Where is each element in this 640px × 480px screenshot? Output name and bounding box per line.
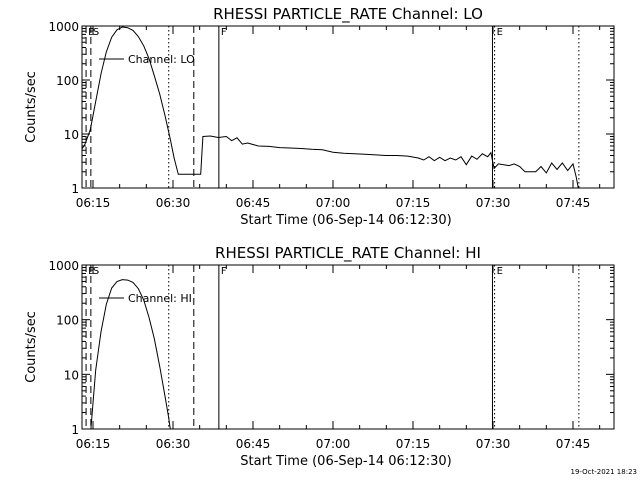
- x-tick-label: 07:15: [396, 437, 431, 451]
- x-tick-label: 06:15: [76, 437, 111, 451]
- y-tick-label: 1000: [48, 20, 79, 34]
- x-tick-label: 07:15: [396, 196, 431, 210]
- y-tick-label: 1000: [48, 259, 79, 273]
- event-marker-label: S: [93, 266, 99, 277]
- x-axis-label: Start Time (06-Sep-14 06:12:30): [240, 213, 451, 228]
- event-marker-label: S: [93, 27, 99, 38]
- chart-panel-1: RHESSI PARTICLE_RATE Channel: LO Counts/s…: [24, 5, 615, 228]
- y-tick-label: 10: [64, 128, 79, 142]
- chart-title: RHESSI PARTICLE_RATE Channel: HI: [215, 244, 481, 263]
- plot-frame: [81, 264, 615, 430]
- legend-label: Channel: HI: [128, 292, 192, 305]
- x-tick-label: 07:45: [556, 437, 591, 451]
- event-marker-label: E: [497, 266, 503, 277]
- y-tick-label: 100: [56, 314, 79, 328]
- x-tick-label: 07:00: [316, 196, 351, 210]
- x-tick-label: 06:30: [156, 437, 191, 451]
- plot-frame: [81, 25, 615, 189]
- y-axis-label: Counts/sec: [24, 311, 39, 383]
- series-line: [90, 279, 171, 429]
- chart-panel-2: RHESSI PARTICLE_RATE Channel: HI Counts/s…: [24, 244, 615, 469]
- y-tick-label: 1: [71, 423, 79, 437]
- x-tick-label: 06:45: [236, 437, 271, 451]
- event-marker-label: E: [497, 27, 503, 38]
- x-tick-label: 07:30: [476, 437, 511, 451]
- series-line: [82, 26, 579, 188]
- footer-timestamp: 19-Oct-2021 18:23: [571, 468, 637, 476]
- x-tick-label: 07:00: [316, 437, 351, 451]
- x-axis-label: Start Time (06-Sep-14 06:12:30): [240, 454, 451, 469]
- y-tick-label: 10: [64, 368, 79, 382]
- y-tick-label: 100: [56, 74, 79, 88]
- event-marker-label: F: [221, 266, 227, 277]
- x-tick-label: 06:15: [76, 196, 111, 210]
- x-tick-label: 06:45: [236, 196, 271, 210]
- chart-title: RHESSI PARTICLE_RATE Channel: LO: [213, 5, 483, 24]
- y-tick-label: 1: [71, 182, 79, 196]
- x-tick-label: 06:30: [156, 196, 191, 210]
- x-tick-label: 07:30: [476, 196, 511, 210]
- y-axis-label: Counts/sec: [24, 71, 39, 143]
- event-marker-label: F: [221, 27, 227, 38]
- x-tick-label: 07:45: [556, 196, 591, 210]
- legend-label: Channel: LO: [128, 53, 195, 66]
